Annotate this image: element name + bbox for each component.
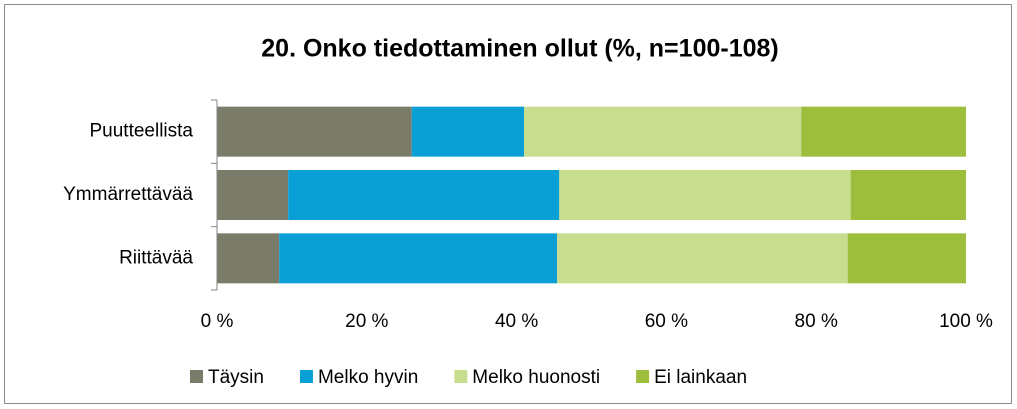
bar-segment xyxy=(801,106,966,157)
legend-swatch xyxy=(299,370,313,383)
legend-label: Melko hyvin xyxy=(318,367,418,388)
bar-segment xyxy=(217,233,280,284)
y-tick-label: Puutteellista xyxy=(89,121,193,142)
legend-swatch xyxy=(454,370,468,383)
bar-segment xyxy=(217,170,289,220)
legend-label: Täysin xyxy=(208,367,264,388)
bar-segment xyxy=(279,233,558,284)
y-tick-label: Riittävää xyxy=(119,247,193,268)
x-tick-label: 80 % xyxy=(795,311,838,332)
bar-segment xyxy=(411,106,525,157)
x-tick-label: 60 % xyxy=(645,311,688,332)
legend-label: Ei lainkaan xyxy=(654,367,747,388)
legend-swatch xyxy=(636,370,650,383)
chart-title: 20. Onko tiedottaminen ollut (%, n=100-1… xyxy=(261,35,778,63)
bar-segment xyxy=(524,106,802,157)
bar-segment xyxy=(217,106,412,157)
bar-segment xyxy=(559,170,851,220)
bar-segment xyxy=(557,233,848,284)
x-tick-label: 0 % xyxy=(201,311,234,332)
bar-segment xyxy=(288,170,560,220)
x-tick-label: 20 % xyxy=(345,311,388,332)
x-tick-label: 100 % xyxy=(939,311,993,332)
x-tick-label: 40 % xyxy=(495,311,538,332)
legend-swatch xyxy=(190,370,203,383)
y-tick-label: Ymmärrettävää xyxy=(63,184,193,205)
bar-segment xyxy=(847,233,966,284)
legend-label: Melko huonosti xyxy=(472,367,600,388)
bar-segment xyxy=(850,170,966,220)
